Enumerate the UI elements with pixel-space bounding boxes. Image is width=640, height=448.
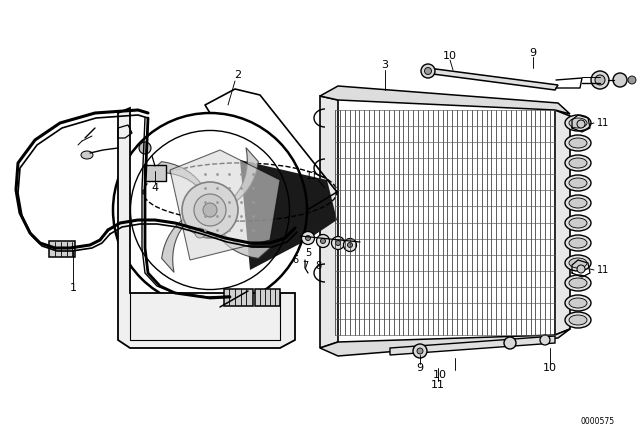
Ellipse shape (569, 198, 587, 208)
Circle shape (577, 120, 585, 128)
Circle shape (317, 234, 330, 247)
Text: 10: 10 (443, 51, 457, 61)
Ellipse shape (569, 258, 587, 268)
Polygon shape (230, 148, 259, 204)
Circle shape (504, 337, 516, 349)
Circle shape (344, 238, 356, 251)
Ellipse shape (569, 298, 587, 308)
Ellipse shape (565, 295, 591, 311)
Ellipse shape (569, 238, 587, 248)
Ellipse shape (565, 195, 591, 211)
Ellipse shape (565, 255, 591, 271)
Polygon shape (148, 162, 204, 190)
Polygon shape (425, 68, 558, 90)
Circle shape (595, 75, 605, 85)
Circle shape (301, 232, 314, 245)
Circle shape (305, 236, 310, 241)
Ellipse shape (565, 215, 591, 231)
Circle shape (195, 228, 205, 238)
Polygon shape (390, 336, 555, 355)
Polygon shape (216, 230, 273, 258)
Circle shape (421, 64, 435, 78)
Ellipse shape (81, 151, 93, 159)
Circle shape (613, 73, 627, 87)
Polygon shape (170, 150, 280, 260)
Circle shape (413, 344, 427, 358)
FancyBboxPatch shape (49, 241, 75, 257)
Text: 11: 11 (597, 265, 609, 275)
Circle shape (335, 241, 340, 246)
Circle shape (321, 238, 326, 244)
Circle shape (628, 76, 636, 84)
Circle shape (332, 237, 344, 250)
FancyBboxPatch shape (144, 165, 166, 181)
Text: 5: 5 (305, 248, 311, 258)
Ellipse shape (569, 158, 587, 168)
Polygon shape (118, 108, 295, 348)
Ellipse shape (569, 278, 587, 288)
Ellipse shape (565, 275, 591, 291)
Circle shape (182, 182, 238, 238)
Polygon shape (162, 215, 190, 272)
Text: 11: 11 (597, 118, 609, 128)
Ellipse shape (565, 175, 591, 191)
Circle shape (540, 335, 550, 345)
Circle shape (591, 71, 609, 89)
Text: 1: 1 (70, 283, 77, 293)
Text: 10: 10 (543, 363, 557, 373)
Ellipse shape (565, 235, 591, 251)
Circle shape (203, 203, 217, 217)
Text: 2: 2 (234, 70, 241, 80)
Text: 9: 9 (417, 363, 424, 373)
Ellipse shape (569, 138, 587, 148)
Ellipse shape (565, 155, 591, 171)
Text: 8: 8 (315, 261, 321, 271)
FancyBboxPatch shape (255, 289, 280, 306)
Ellipse shape (565, 135, 591, 151)
Text: 0000575: 0000575 (581, 417, 615, 426)
Circle shape (417, 348, 423, 354)
Ellipse shape (569, 315, 587, 325)
Ellipse shape (569, 178, 587, 188)
Polygon shape (320, 329, 570, 356)
FancyBboxPatch shape (223, 289, 253, 306)
Polygon shape (320, 96, 338, 348)
Polygon shape (555, 110, 570, 335)
Circle shape (139, 142, 151, 154)
Circle shape (577, 265, 585, 273)
Ellipse shape (565, 312, 591, 328)
Polygon shape (320, 86, 570, 114)
Text: 10: 10 (433, 370, 447, 380)
Text: 6: 6 (292, 255, 298, 265)
Circle shape (194, 194, 226, 226)
Ellipse shape (565, 115, 591, 131)
Ellipse shape (569, 218, 587, 228)
Text: 7: 7 (302, 261, 308, 271)
Polygon shape (240, 160, 337, 270)
Text: 4: 4 (152, 183, 159, 193)
Circle shape (348, 242, 353, 247)
Text: 9: 9 (529, 48, 536, 58)
Ellipse shape (569, 118, 587, 128)
Text: 11: 11 (431, 380, 445, 390)
Text: 11: 11 (306, 171, 318, 181)
Text: 3: 3 (381, 60, 388, 70)
Circle shape (424, 68, 431, 74)
